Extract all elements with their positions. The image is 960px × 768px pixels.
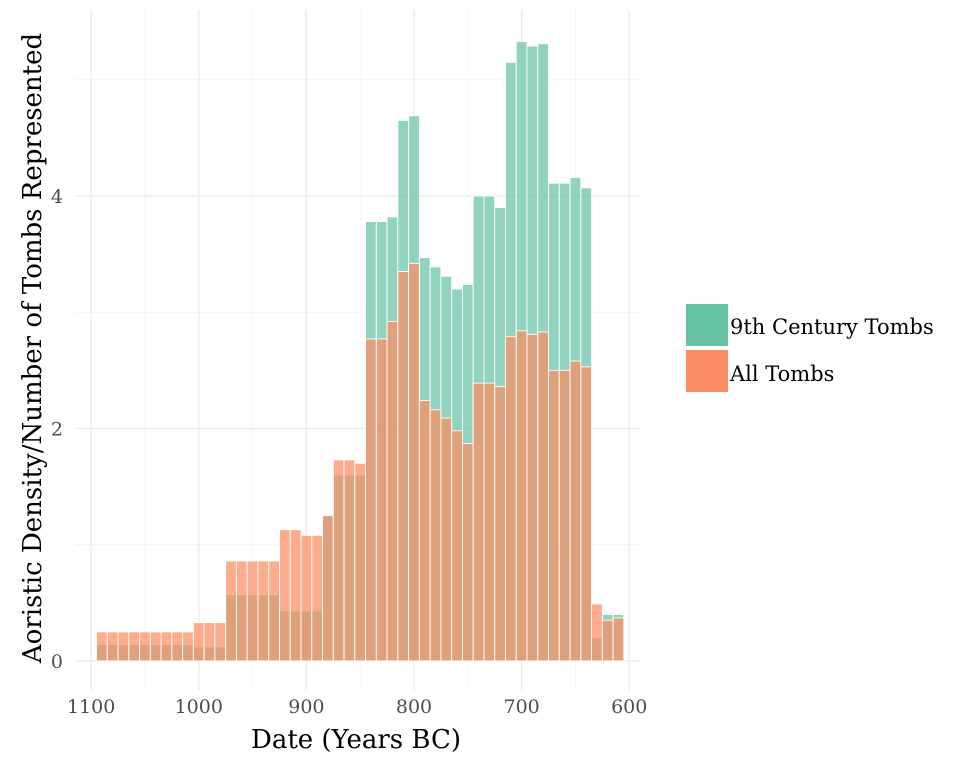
bar-all-tombs <box>214 622 227 662</box>
x-tick-label: 1100 <box>67 696 115 718</box>
legend-label-9th-century-tombs: 9th Century Tombs <box>730 315 934 339</box>
bar-all-tombs <box>332 459 345 662</box>
bar-all-tombs <box>386 321 399 662</box>
bar-all-tombs <box>526 333 539 662</box>
bar-all-tombs <box>601 619 614 662</box>
bar-all-tombs <box>408 262 420 662</box>
bar-all-tombs <box>225 560 237 662</box>
legend-label-all-tombs: All Tombs <box>729 362 834 386</box>
bar-all-tombs <box>451 430 463 662</box>
bar-all-tombs <box>322 515 334 662</box>
bar-all-tombs <box>483 382 496 662</box>
bar-all-tombs <box>418 400 431 662</box>
legend-key-all-tombs <box>686 350 728 392</box>
bar-all-tombs <box>429 409 442 662</box>
bar-all-tombs <box>235 560 248 662</box>
bar-all-tombs <box>461 443 474 662</box>
y-axis-ticks: 0 2 4 <box>51 186 63 673</box>
bar-all-tombs <box>300 534 313 662</box>
bar-all-tombs <box>365 338 377 662</box>
bar-all-tombs <box>160 631 173 662</box>
bar-all-tombs <box>106 631 119 662</box>
bar-all-tombs <box>505 336 517 662</box>
y-tick-label: 2 <box>51 418 63 440</box>
bar-all-tombs <box>343 459 356 662</box>
bar-all-tombs <box>591 603 603 662</box>
bar-all-tombs <box>494 386 506 662</box>
bar-all-tombs <box>397 271 410 662</box>
x-tick-label: 900 <box>288 696 324 718</box>
bar-all-tombs <box>139 631 151 662</box>
bar-all-tombs <box>515 330 528 662</box>
bar-all-tombs <box>96 631 108 662</box>
bar-all-tombs <box>149 631 162 662</box>
legend: 9th Century Tombs All Tombs <box>686 304 934 392</box>
x-tick-label: 700 <box>503 696 539 718</box>
bar-all-tombs <box>537 331 549 662</box>
bar-all-tombs <box>558 369 571 662</box>
bar-all-tombs <box>569 360 582 662</box>
bar-all-tombs <box>289 529 302 662</box>
bar-all-tombs <box>117 631 130 662</box>
x-tick-label: 600 <box>611 696 647 718</box>
bar-all-tombs <box>171 631 184 662</box>
bar-all-tombs <box>580 366 593 662</box>
bar-all-tombs <box>354 462 367 662</box>
legend-key-9th-century-tombs <box>686 304 728 346</box>
bar-all-tombs <box>440 417 453 662</box>
bar-all-tombs <box>192 622 205 662</box>
bar-all-tombs <box>257 560 270 662</box>
bar-all-tombs <box>203 622 216 662</box>
x-axis-title: Date (Years BC) <box>251 725 461 755</box>
bar-all-tombs <box>268 560 280 662</box>
bar-all-tombs <box>311 534 323 662</box>
bar-all-tombs <box>279 529 291 662</box>
bar-all-tombs <box>375 338 388 662</box>
bar-all-tombs <box>246 560 259 662</box>
y-axis-title: Aoristic Density/Number of Tombs Represe… <box>18 33 48 664</box>
x-tick-label: 1000 <box>175 696 223 718</box>
y-tick-label: 0 <box>51 651 63 673</box>
bar-all-tombs <box>182 631 194 662</box>
bar-all-tombs <box>548 369 560 662</box>
bar-all-tombs <box>612 617 625 662</box>
bar-all-tombs <box>128 631 141 662</box>
bar-all-tombs <box>472 382 485 662</box>
bars <box>96 40 625 662</box>
x-axis-ticks: 1100 1000 900 800 700 600 <box>67 696 647 718</box>
y-tick-label: 4 <box>51 186 63 208</box>
x-tick-label: 800 <box>396 696 432 718</box>
